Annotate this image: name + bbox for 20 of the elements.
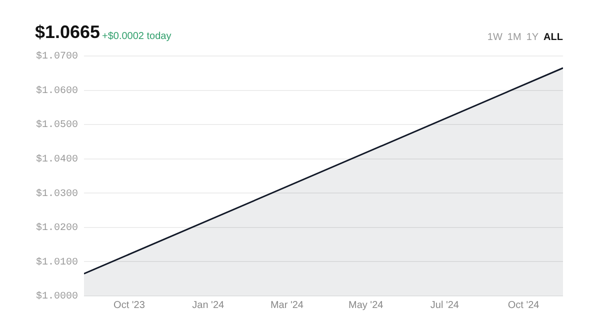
x-tick-label: Jul '24 xyxy=(430,300,460,311)
x-tick-label: Oct '24 xyxy=(508,300,540,311)
text: 1W xyxy=(487,32,502,43)
text: 1M xyxy=(507,32,522,43)
chart-subtitle: +$0.0002 today xyxy=(102,31,172,42)
y-tick-label: $1.0000 xyxy=(36,290,78,303)
chart-title: $1.0665 xyxy=(35,22,100,43)
y-tick-label: $1.0300 xyxy=(36,188,78,200)
y-tick-label: $1.0100 xyxy=(36,256,78,268)
y-tick-label: $1.0600 xyxy=(36,84,78,97)
x-tick-label: Oct '23 xyxy=(114,300,146,311)
x-tick-label: May '24 xyxy=(348,300,384,311)
text: 1Y xyxy=(526,32,539,43)
text: ALL xyxy=(544,32,563,43)
x-tick-label: Mar '24 xyxy=(270,300,304,311)
y-tick-label: $1.0500 xyxy=(36,119,78,132)
y-tick-label: $1.0200 xyxy=(36,222,78,234)
x-tick-label: Jan '24 xyxy=(192,300,225,311)
y-tick-label: $1.0400 xyxy=(36,154,78,166)
y-tick-label: $1.0700 xyxy=(36,50,78,63)
